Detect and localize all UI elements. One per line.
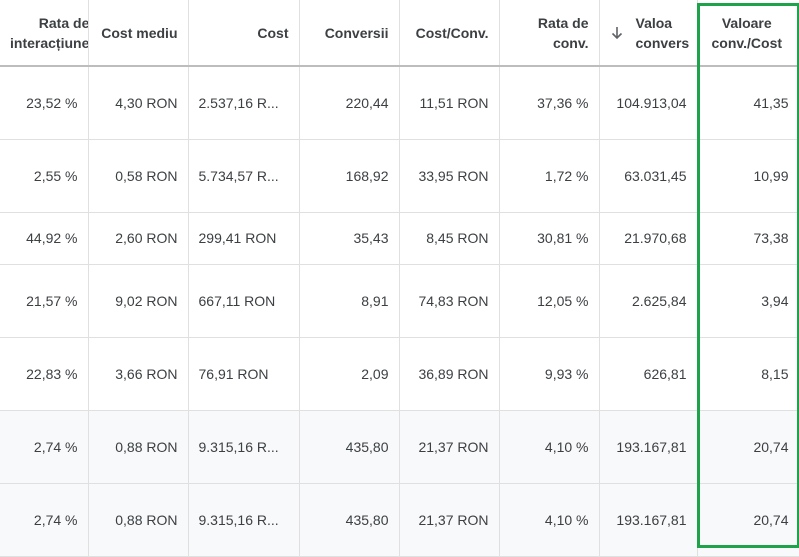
cell-conv-rate: 30,81 % [499, 212, 600, 265]
cell-cost: 5.734,57 R... [188, 139, 300, 213]
col-header-avg-cost[interactable]: Cost mediu [88, 0, 189, 67]
cell-conv-value-per-cost: 73,38 [697, 212, 799, 265]
cell-avg-cost: 0,88 RON [88, 483, 189, 557]
cell-conv-value: 104.913,04 [599, 66, 698, 140]
col-header-conversions[interactable]: Conversii [299, 0, 400, 67]
cell-avg-cost: 3,66 RON [88, 337, 189, 411]
cell-avg-cost: 9,02 RON [88, 264, 189, 338]
cell-conversions: 35,43 [299, 212, 400, 265]
cell-avg-cost: 2,60 RON [88, 212, 189, 265]
cell-conv-value: 626,81 [599, 337, 698, 411]
cell-interaction-rate: 2,55 % [0, 139, 89, 213]
cell-conversions: 2,09 [299, 337, 400, 411]
table-row[interactable]: 44,92 % 2,60 RON 299,41 RON 35,43 8,45 R… [0, 212, 799, 265]
col-header-cost-per-conv[interactable]: Cost/Conv. [399, 0, 500, 67]
cell-cost-per-conv: 36,89 RON [399, 337, 500, 411]
cell-avg-cost: 0,58 RON [88, 139, 189, 213]
col-header-cost[interactable]: Cost [188, 0, 300, 67]
cell-conv-rate: 9,93 % [499, 337, 600, 411]
cell-conv-rate: 4,10 % [499, 483, 600, 557]
cell-conv-value-per-cost: 8,15 [697, 337, 799, 411]
cell-conv-value: 193.167,81 [599, 410, 698, 484]
cell-conv-value: 21.970,68 [599, 212, 698, 265]
cell-cost-per-conv: 11,51 RON [399, 66, 500, 140]
cell-conv-value: 2.625,84 [599, 264, 698, 338]
cell-cost: 9.315,16 R... [188, 483, 300, 557]
col-header-conv-value[interactable]: Valoa convers [599, 0, 698, 67]
cell-cost-per-conv: 74,83 RON [399, 264, 500, 338]
cell-interaction-rate: 22,83 % [0, 337, 89, 411]
cell-cost: 9.315,16 R... [188, 410, 300, 484]
cell-cost-per-conv: 33,95 RON [399, 139, 500, 213]
cell-conversions: 8,91 [299, 264, 400, 338]
table-row[interactable]: 21,57 % 9,02 RON 667,11 RON 8,91 74,83 R… [0, 264, 799, 338]
cell-conv-rate: 4,10 % [499, 410, 600, 484]
cell-cost: 667,11 RON [188, 264, 300, 338]
total-row: 2,74 % 0,88 RON 9.315,16 R... 435,80 21,… [0, 410, 799, 484]
arrow-down-icon[interactable] [610, 26, 624, 40]
cell-interaction-rate: 2,74 % [0, 410, 89, 484]
cell-conversions: 435,80 [299, 483, 400, 557]
cell-interaction-rate: 44,92 % [0, 212, 89, 265]
total-row: 2,74 % 0,88 RON 9.315,16 R... 435,80 21,… [0, 483, 799, 557]
cell-conv-value-per-cost: 3,94 [697, 264, 799, 338]
table-row[interactable]: 2,55 % 0,58 RON 5.734,57 R... 168,92 33,… [0, 139, 799, 213]
cell-cost-per-conv: 21,37 RON [399, 410, 500, 484]
cell-cost-per-conv: 21,37 RON [399, 483, 500, 557]
cell-cost: 2.537,16 R... [188, 66, 300, 140]
cell-interaction-rate: 21,57 % [0, 264, 89, 338]
cell-conversions: 220,44 [299, 66, 400, 140]
table-row[interactable]: 22,83 % 3,66 RON 76,91 RON 2,09 36,89 RO… [0, 337, 799, 411]
cell-conv-value: 193.167,81 [599, 483, 698, 557]
col-header-conv-rate[interactable]: Rata de conv. [499, 0, 600, 67]
cell-cost: 299,41 RON [188, 212, 300, 265]
table-row[interactable]: 23,52 % 4,30 RON 2.537,16 R... 220,44 11… [0, 66, 799, 140]
cell-conv-rate: 1,72 % [499, 139, 600, 213]
cell-conv-rate: 37,36 % [499, 66, 600, 140]
cell-conv-rate: 12,05 % [499, 264, 600, 338]
cell-interaction-rate: 2,74 % [0, 483, 89, 557]
cell-cost: 76,91 RON [188, 337, 300, 411]
cell-conversions: 168,92 [299, 139, 400, 213]
cell-conv-value-per-cost: 20,74 [697, 410, 799, 484]
cell-conv-value: 63.031,45 [599, 139, 698, 213]
cell-interaction-rate: 23,52 % [0, 66, 89, 140]
cell-conv-value-per-cost: 41,35 [697, 66, 799, 140]
col-header-interaction-rate[interactable]: Rata de interacțiune [0, 0, 89, 67]
cell-conversions: 435,80 [299, 410, 400, 484]
cell-conv-value-per-cost: 20,74 [697, 483, 799, 557]
header-row: Rata de interacțiune Cost mediu Cost Conv… [0, 0, 799, 67]
cell-avg-cost: 0,88 RON [88, 410, 189, 484]
cell-avg-cost: 4,30 RON [88, 66, 189, 140]
cell-cost-per-conv: 8,45 RON [399, 212, 500, 265]
cell-conv-value-per-cost: 10,99 [697, 139, 799, 213]
col-header-conv-value-per-cost[interactable]: Valoare conv./Cost [697, 0, 799, 67]
